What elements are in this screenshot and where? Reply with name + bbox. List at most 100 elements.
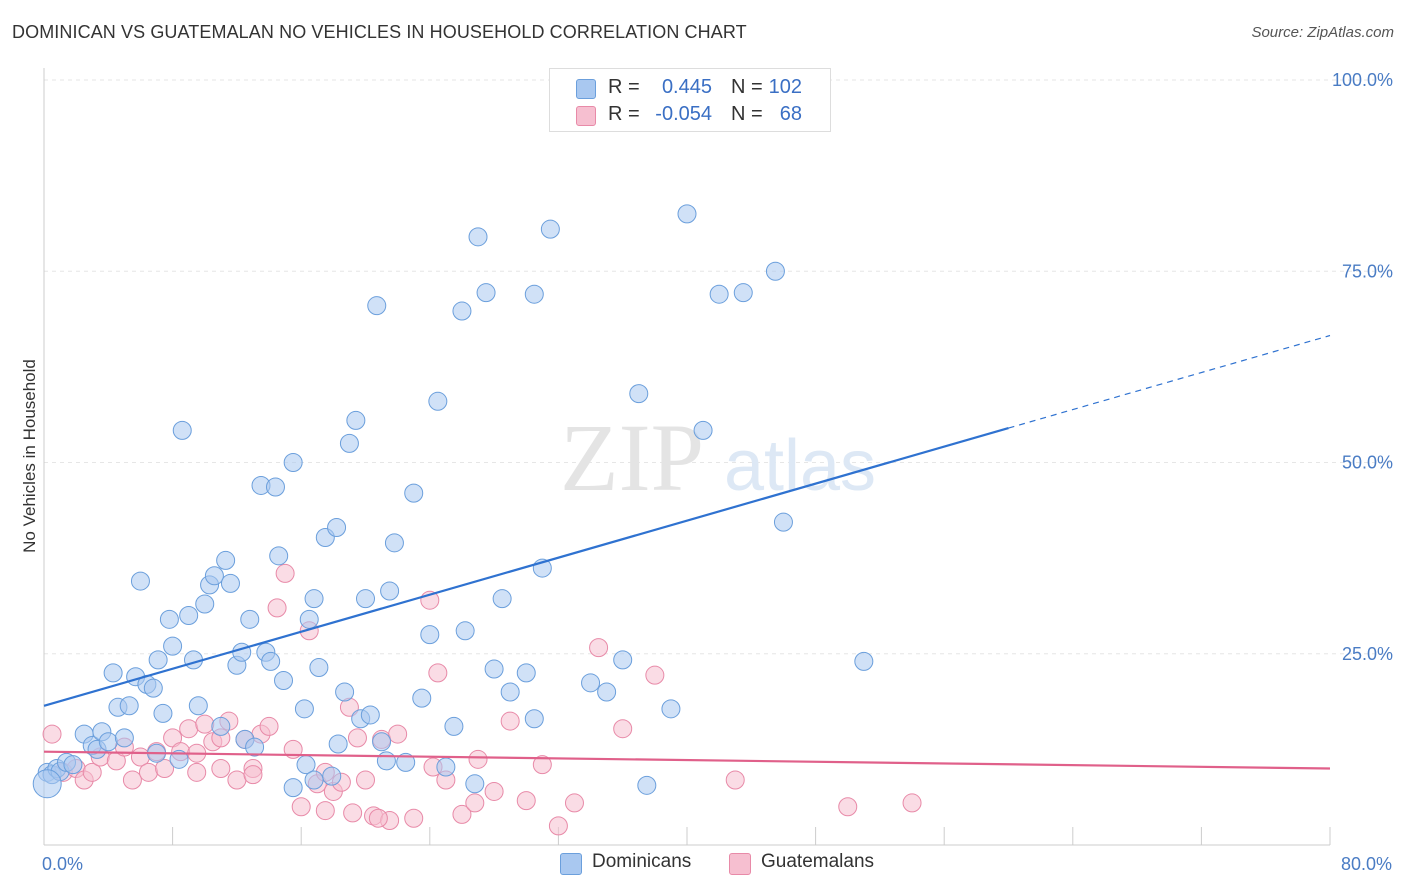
data-point: [452, 301, 472, 321]
data-point: [733, 283, 753, 303]
trend-line-dominicans: [43, 427, 1009, 707]
data-point: [245, 737, 265, 757]
trend-line-guatemalans: [43, 750, 1331, 770]
data-point: [153, 703, 173, 723]
data-point: [637, 775, 657, 795]
x-tick-label: 0.0%: [42, 854, 83, 874]
data-point: [404, 483, 424, 503]
chart-title: DOMINICAN VS GUATEMALAN NO VEHICLES IN H…: [12, 22, 747, 42]
data-point: [476, 283, 496, 303]
data-point: [138, 762, 158, 782]
data-point: [436, 757, 456, 777]
data-point: [63, 755, 83, 775]
data-point: [169, 749, 189, 769]
data-point: [468, 227, 488, 247]
data-point: [367, 296, 387, 316]
data-point: [564, 793, 584, 813]
data-point: [114, 728, 134, 748]
data-point: [269, 546, 289, 566]
data-point: [187, 762, 207, 782]
data-point: [98, 732, 118, 752]
data-point: [275, 563, 295, 583]
legend-r-label: R =: [608, 103, 640, 125]
data-point: [259, 716, 279, 736]
data-point: [420, 625, 440, 645]
y-tick-label: 25.0%: [1342, 644, 1393, 664]
source-label: Source: ZipAtlas.com: [1251, 24, 1394, 41]
data-point: [227, 770, 247, 790]
data-point: [465, 774, 485, 794]
data-point: [428, 663, 448, 683]
data-point: [524, 709, 544, 729]
data-point: [155, 759, 175, 778]
data-point: [42, 724, 62, 744]
data-point: [356, 770, 375, 790]
data-point: [291, 797, 311, 817]
data-point: [629, 384, 649, 404]
y-tick-label: 75.0%: [1342, 261, 1393, 281]
data-point: [677, 204, 697, 224]
legend-swatch-dominicans: [576, 79, 596, 99]
data-point: [372, 732, 392, 752]
data-point: [455, 621, 475, 641]
data-point: [283, 778, 303, 798]
data-point: [309, 658, 329, 678]
data-point: [159, 609, 179, 629]
data-point: [267, 598, 287, 618]
grid-lines: [44, 79, 1390, 655]
legend-row-guatemalans: R = -0.054 N = 68: [550, 100, 830, 128]
trend-line-dominicans-extension: [1008, 334, 1331, 429]
data-point: [315, 801, 335, 821]
data-point: [645, 665, 665, 685]
data-point: [356, 589, 375, 609]
data-point: [143, 678, 163, 698]
data-point: [335, 682, 355, 702]
y-tick-label: 50.0%: [1342, 453, 1393, 473]
data-point: [500, 682, 520, 702]
data-point: [581, 673, 601, 693]
data-point: [597, 682, 617, 702]
data-point: [589, 638, 609, 658]
data-point: [322, 766, 342, 786]
data-point: [368, 808, 388, 828]
data-point: [299, 609, 319, 629]
data-point: [179, 719, 199, 739]
legend-swatch-guatemalans: [576, 106, 596, 126]
data-point: [661, 699, 681, 719]
data-point: [274, 671, 294, 691]
watermark-atlas: atlas: [724, 426, 876, 506]
legend-r-value: -0.054: [655, 103, 712, 125]
data-point: [693, 420, 713, 440]
legend-n-value: 68: [779, 103, 802, 125]
legend-r-value: 0.445: [661, 76, 712, 98]
data-point: [452, 804, 472, 824]
data-point: [343, 803, 363, 823]
data-point: [613, 650, 633, 670]
y-axis-label: No Vehicles in Household: [20, 359, 39, 553]
data-point: [484, 659, 504, 679]
data-point: [179, 606, 199, 625]
data-point: [304, 770, 324, 790]
bottom-legend-swatch-guatemalans: [729, 853, 751, 875]
data-point: [172, 420, 192, 440]
data-point: [709, 284, 729, 304]
data-point: [211, 716, 231, 736]
data-point: [148, 650, 168, 670]
data-point: [902, 793, 922, 813]
data-point: [428, 391, 448, 411]
data-point: [261, 651, 281, 671]
x-tick-label: 80.0%: [1341, 854, 1392, 874]
data-point: [283, 453, 303, 472]
data-point: [346, 410, 366, 430]
data-point: [524, 284, 544, 304]
legend-n-label: N =: [731, 103, 763, 125]
data-point: [195, 714, 215, 734]
data-point: [725, 770, 745, 790]
data-point: [204, 566, 224, 586]
legend-n-label: N =: [731, 76, 763, 98]
data-point: [384, 533, 404, 553]
data-point: [130, 571, 150, 591]
data-point: [103, 663, 123, 683]
data-point: [328, 734, 348, 754]
